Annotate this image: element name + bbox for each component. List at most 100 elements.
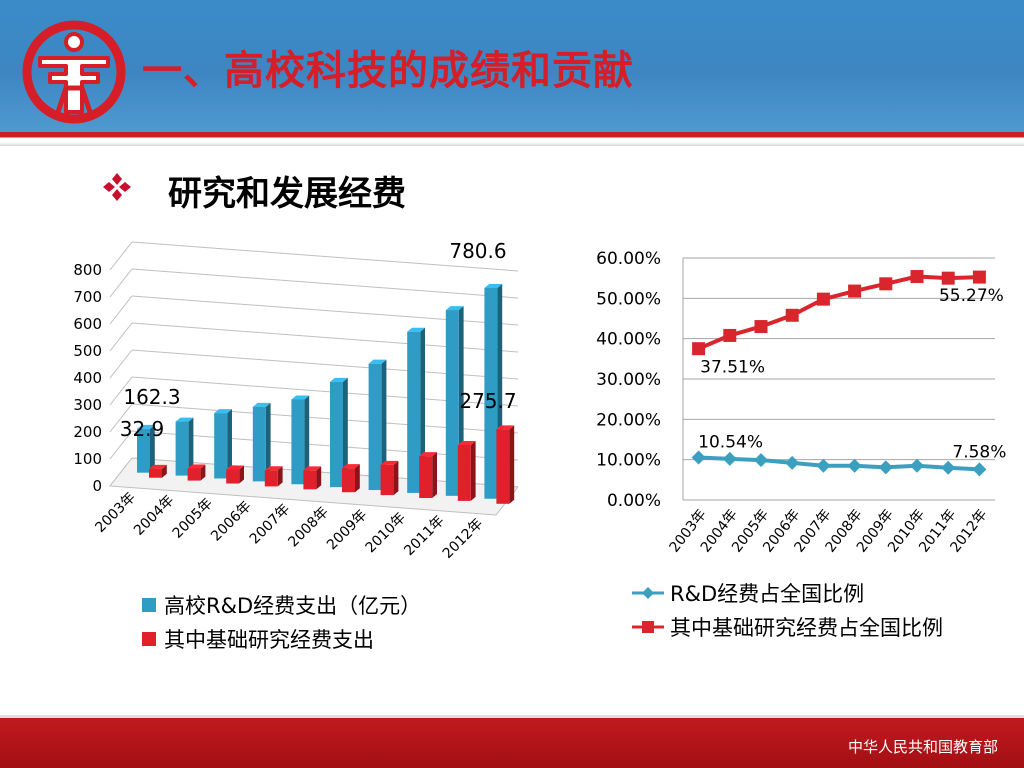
- bar-basic-research: [303, 470, 317, 490]
- bar-rd-expenditure: [330, 381, 343, 488]
- bar-side: [239, 465, 244, 484]
- bar-basic-research: [496, 429, 510, 504]
- bar-top: [214, 409, 232, 414]
- data-point-diamond: [816, 458, 831, 473]
- data-point-diamond: [754, 453, 768, 468]
- data-label: 10.54%: [698, 432, 763, 452]
- y-tick-label: 100: [73, 450, 102, 468]
- footer-ministry-name: 中华人民共和国教育部: [847, 738, 998, 756]
- share-line-chart: 0.00% 10.00% 20.00% 30.00% 40.00% 50.00% 60.00…: [596, 249, 1006, 556]
- bar-rd-expenditure: [368, 363, 382, 491]
- y-tick-label: 20.00%: [596, 410, 661, 430]
- bar-side: [265, 402, 271, 482]
- data-label: 55.27%: [939, 286, 1004, 306]
- bar-top: [264, 466, 283, 471]
- bar-basic-research: [419, 456, 433, 498]
- bar-side: [162, 464, 167, 478]
- data-point-diamond: [722, 451, 737, 466]
- legend-swatch-blue: [142, 598, 156, 612]
- x-tick-label: 2012年: [440, 516, 486, 562]
- gridline: [109, 241, 133, 271]
- bar-top: [457, 440, 476, 445]
- data-label: 7.58%: [952, 442, 1006, 462]
- y-tick-label: 0: [92, 477, 102, 495]
- bar-side: [277, 466, 283, 487]
- data-label: 162.3: [123, 385, 180, 409]
- bar-top: [419, 452, 437, 457]
- bar-rd-expenditure: [445, 310, 459, 496]
- y-tick-label: 0.00%: [607, 491, 661, 511]
- legend-label: 其中基础研究经费占全国比例: [670, 616, 943, 640]
- gridline: [109, 403, 133, 433]
- y-tick-label: 700: [73, 288, 102, 306]
- data-point-square: [972, 270, 986, 284]
- bar-side: [393, 460, 399, 496]
- bar-side: [343, 377, 348, 488]
- footer-divider: [0, 715, 1024, 718]
- legend-item-rd-share: R&D经费占全国比例: [632, 576, 943, 610]
- legend-label: 其中基础研究经费支出: [164, 628, 374, 652]
- data-label: 275.7: [459, 389, 516, 413]
- data-point-diamond: [972, 462, 987, 477]
- bar-top: [380, 460, 399, 465]
- y-tick-label: 600: [73, 315, 102, 333]
- legend-line-red: [632, 621, 664, 633]
- legend-item-rd-expenditure: 高校R&D经费支出（亿元）: [142, 588, 421, 622]
- bar-rd-expenditure: [137, 428, 150, 473]
- bar-rd-expenditure: [484, 287, 498, 499]
- data-point-square: [941, 271, 955, 285]
- bar-chart-legend: 高校R&D经费支出（亿元） 其中基础研究经费支出: [142, 588, 421, 656]
- data-label: 32.9: [120, 417, 165, 441]
- bar-top: [484, 283, 503, 288]
- header-divider: [0, 132, 1024, 146]
- data-point-square: [848, 284, 862, 298]
- bar-top: [496, 425, 515, 430]
- bar-top: [175, 417, 194, 422]
- y-tick-label: 10.00%: [596, 451, 661, 471]
- legend-item-basic-research: 其中基础研究经费支出: [142, 622, 421, 656]
- y-tick-label: 800: [73, 261, 102, 279]
- y-tick-label: 50.00%: [596, 289, 661, 309]
- gridline: [109, 268, 133, 298]
- gridline: [109, 322, 133, 352]
- bar-top: [330, 377, 348, 382]
- diamond-bullet-icon: [103, 173, 131, 201]
- bar-top: [226, 465, 244, 470]
- bar-side: [420, 327, 425, 493]
- data-point-diamond: [941, 460, 956, 475]
- y-tick-label: 400: [73, 369, 102, 387]
- bar-side: [355, 464, 360, 493]
- data-point-diamond: [691, 450, 706, 465]
- bar-rd-expenditure: [252, 406, 266, 482]
- bar-top: [368, 359, 387, 364]
- bar-basic-research: [149, 468, 162, 478]
- bar-rd-expenditure: [214, 413, 228, 479]
- bar-side: [432, 452, 437, 498]
- bar-basic-research: [264, 470, 278, 487]
- bar-side: [381, 359, 387, 491]
- data-point-square: [754, 320, 768, 334]
- ministry-of-education-logo-icon: [22, 20, 126, 124]
- bar-side: [509, 425, 515, 504]
- series-line-rd-share: [698, 455, 980, 472]
- bar-side: [316, 466, 322, 490]
- line-chart-legend: R&D经费占全国比例 其中基础研究经费占全国比例: [632, 576, 943, 644]
- legend-swatch-red: [142, 632, 156, 646]
- gridline: [109, 430, 133, 460]
- header-banner: [0, 0, 1024, 132]
- bar-basic-research: [380, 464, 394, 496]
- bar-side: [200, 464, 206, 481]
- data-label: 780.6: [449, 239, 506, 263]
- y-tick-label: 30.00%: [596, 370, 661, 390]
- gridline: [109, 376, 133, 406]
- bar-basic-research: [187, 468, 201, 481]
- bar-side: [470, 440, 476, 501]
- gridline: [109, 295, 133, 325]
- data-point-diamond: [878, 460, 893, 475]
- bar-top: [187, 464, 206, 469]
- data-point-square: [692, 342, 706, 356]
- bar-basic-research: [457, 444, 471, 501]
- legend-label: R&D经费占全国比例: [670, 582, 865, 606]
- bar-side: [188, 417, 194, 476]
- legend-label: 高校R&D经费支出（亿元）: [164, 594, 422, 618]
